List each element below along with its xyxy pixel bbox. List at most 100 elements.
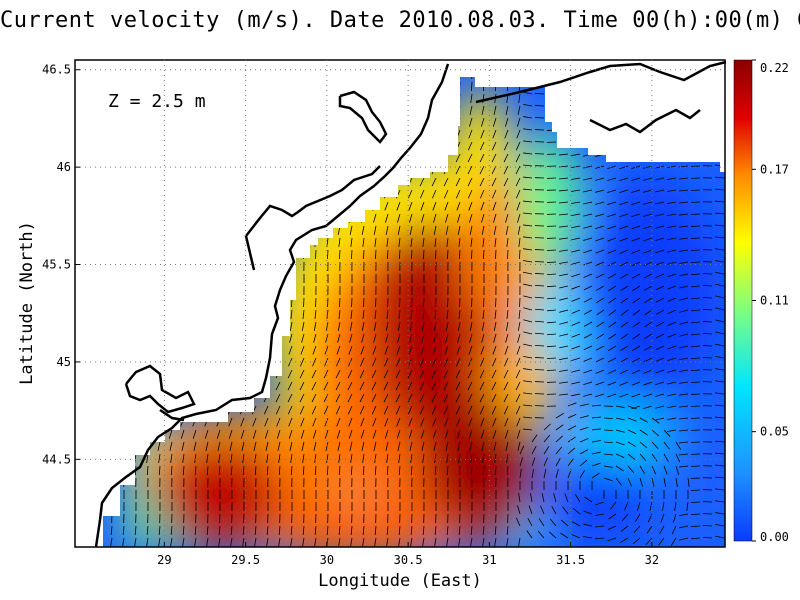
velocity-arrow: [643, 369, 653, 374]
velocity-arrow: [134, 237, 137, 247]
velocity-arrow: [469, 441, 473, 451]
velocity-arrow: [205, 105, 209, 115]
velocity-arrow: [607, 141, 617, 146]
velocity-arrow: [98, 106, 100, 115]
velocity-arrow: [651, 477, 655, 487]
velocity-arrow: [679, 141, 689, 144]
velocity-arrow: [372, 357, 377, 367]
velocity-arrow: [383, 153, 389, 163]
velocity-arrow: [323, 381, 329, 391]
velocity-arrow: [583, 237, 593, 241]
velocity-arrow: [546, 117, 557, 119]
velocity-arrow: [348, 429, 353, 439]
velocity-arrow: [715, 188, 725, 191]
velocity-arrow: [468, 417, 473, 427]
velocity-arrow: [715, 440, 725, 443]
velocity-arrow: [265, 321, 269, 331]
velocity-arrow: [111, 249, 113, 260]
velocity-arrow: [691, 81, 701, 84]
velocity-arrow: [123, 249, 125, 260]
velocity-arrow: [299, 393, 305, 403]
velocity-arrow: [194, 309, 197, 319]
velocity-arrow: [644, 70, 652, 75]
velocity-arrow: [609, 70, 616, 75]
velocity-arrow: [468, 117, 473, 127]
velocity-arrow: [661, 501, 665, 511]
velocity-arrow: [300, 357, 305, 367]
velocity-arrow: [157, 213, 161, 223]
velocity-arrow: [655, 225, 665, 229]
velocity-arrow: [241, 213, 245, 223]
velocity-arrow: [643, 129, 653, 134]
velocity-arrow: [434, 525, 437, 535]
velocity-arrow: [146, 81, 149, 92]
velocity-arrow: [98, 442, 100, 451]
velocity-arrow: [619, 381, 629, 386]
velocity-arrow: [228, 117, 233, 127]
velocity-arrow: [397, 225, 401, 235]
velocity-arrow: [227, 165, 233, 175]
velocity-arrow: [107, 405, 113, 415]
velocity-arrow: [240, 429, 245, 439]
velocity-arrow: [615, 417, 625, 421]
velocity-arrow: [302, 93, 305, 103]
velocity-arrow: [420, 357, 425, 367]
velocity-arrow: [216, 357, 221, 367]
velocity-arrow: [492, 189, 497, 199]
velocity-arrow: [649, 501, 653, 511]
velocity-arrow: [194, 81, 197, 92]
velocity-arrow: [288, 117, 293, 127]
velocity-arrow: [643, 189, 653, 193]
velocity-arrow: [595, 249, 605, 254]
velocity-arrow: [241, 333, 245, 343]
velocity-arrow: [517, 321, 521, 331]
velocity-arrow: [192, 129, 197, 139]
velocity-arrow: [264, 189, 269, 199]
velocity-arrow: [323, 369, 329, 379]
velocity-arrow: [205, 225, 209, 235]
velocity-arrow: [583, 297, 593, 303]
velocity-arrow: [398, 525, 401, 535]
velocity-arrow: [206, 537, 209, 547]
velocity-arrow: [290, 309, 293, 319]
velocity-arrow: [559, 285, 569, 289]
velocity-arrow: [133, 321, 137, 331]
velocity-arrow: [255, 249, 257, 260]
velocity-arrow: [619, 141, 629, 146]
velocity-arrow: [632, 297, 641, 304]
velocity-arrow: [302, 453, 305, 463]
velocity-arrow: [170, 81, 173, 92]
velocity-arrow: [531, 434, 538, 443]
velocity-arrow: [651, 465, 657, 475]
velocity-arrow: [639, 465, 645, 474]
velocity-arrow: [559, 105, 569, 109]
velocity-arrow: [583, 261, 593, 266]
velocity-arrow: [229, 333, 233, 343]
velocity-arrow: [596, 309, 605, 316]
velocity-arrow: [516, 189, 521, 199]
colorbar-tick-label: 0.00: [760, 530, 789, 544]
velocity-arrow: [252, 429, 257, 439]
velocity-arrow: [679, 441, 689, 444]
velocity-arrow: [567, 436, 576, 443]
velocity-arrow: [278, 237, 281, 247]
velocity-arrow: [383, 177, 389, 187]
velocity-arrow: [571, 153, 581, 157]
velocity-arrow: [422, 537, 425, 547]
velocity-arrow: [121, 441, 125, 451]
velocity-arrow: [674, 501, 677, 511]
velocity-arrow: [651, 417, 660, 424]
velocity-arrow: [242, 465, 245, 476]
velocity-arrow: [515, 141, 521, 151]
velocity-arrow: [206, 525, 209, 535]
velocity-arrow: [595, 105, 605, 111]
velocity-arrow: [215, 177, 221, 187]
velocity-arrow: [479, 141, 485, 151]
velocity-arrow: [607, 189, 617, 193]
velocity-arrow: [446, 93, 449, 103]
velocity-arrow: [579, 459, 588, 467]
velocity-arrow: [254, 237, 257, 247]
velocity-arrow: [263, 177, 269, 187]
velocity-arrow: [409, 321, 413, 331]
velocity-arrow: [383, 141, 389, 151]
